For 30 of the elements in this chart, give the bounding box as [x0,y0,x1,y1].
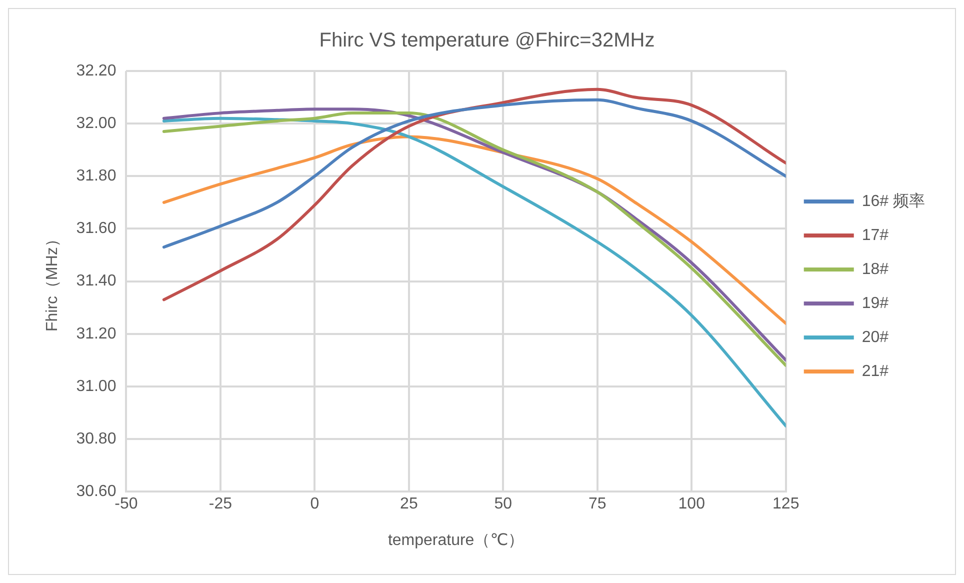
x-tick-label: 75 [588,496,606,513]
y-tick-label: 31.60 [76,220,116,238]
x-tick-label: 100 [678,496,706,513]
line-series [162,88,786,302]
legend-label: 19# [862,294,889,312]
x-tick-label: 0 [310,496,320,513]
legend-label: 17# [862,226,889,244]
y-tick-label: 31.40 [76,272,116,290]
legend-label: 16# 频率 [862,192,925,210]
x-tick-label: -25 [208,496,232,513]
line-series [162,98,786,249]
legend-label: 21# [862,362,889,380]
chart-title: Fhirc VS temperature @Fhirc=32MHz [319,30,655,52]
x-tick-label: 125 [772,496,800,513]
y-tick-label: 30.80 [76,430,116,448]
x-tick-label: 50 [494,496,512,513]
x-tick-label: -50 [114,496,138,513]
legend-label: 20# [862,328,889,346]
y-tick-label: 31.80 [76,168,116,185]
y-tick-label: 30.60 [76,483,116,500]
y-tick-label: 32.00 [76,114,116,132]
y-tick-label: 31.00 [76,378,116,395]
y-axis-title: Fhirc（MHz） [44,231,62,332]
x-tick-label: 25 [400,496,418,513]
y-tick-label: 31.20 [76,325,116,342]
line-series [162,135,786,325]
line-series [162,116,786,428]
y-tick-label: 32.20 [76,62,116,80]
x-axis-title: temperature（℃） [388,532,524,549]
legend-label: 18# [862,260,889,278]
